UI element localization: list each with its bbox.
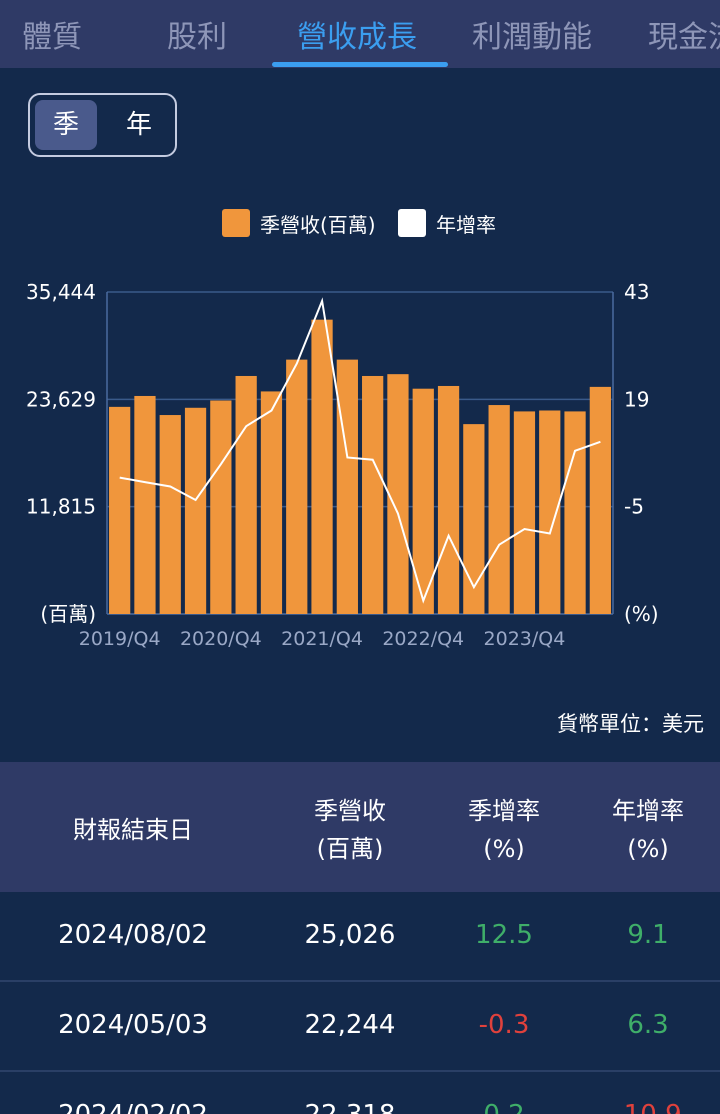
revenue-bar bbox=[362, 375, 384, 614]
right-tick-label: 43 bbox=[624, 280, 649, 304]
year-toggle-button[interactable]: 年 bbox=[125, 110, 152, 140]
right-axis-unit: (%) bbox=[624, 602, 659, 626]
revenue-bar bbox=[210, 400, 232, 614]
x-tick-label: 2021/Q4 bbox=[281, 628, 363, 650]
revenue-bar bbox=[564, 411, 586, 614]
legend-revenue-swatch bbox=[222, 209, 250, 237]
header-date: 財報結束日 bbox=[73, 816, 193, 844]
active-tab-indicator bbox=[272, 62, 448, 67]
tab-revenue-growth[interactable]: 營收成長 bbox=[297, 20, 417, 55]
revenue-bar bbox=[109, 406, 131, 614]
revenue-bar bbox=[159, 415, 181, 614]
header-qoq: 季增率 (%) bbox=[468, 797, 540, 863]
x-tick-label: 2019/Q4 bbox=[79, 628, 161, 650]
row-date: 2024/02/02 bbox=[38, 1100, 228, 1114]
revenue-bar bbox=[134, 395, 156, 614]
revenue-bar bbox=[235, 375, 257, 614]
right-tick-label: -5 bbox=[624, 495, 644, 519]
revenue-bar bbox=[336, 359, 358, 614]
revenue-bar bbox=[412, 388, 434, 614]
top-tab-bar: 體質 股利 營收成長 利潤動能 現金流 bbox=[0, 0, 720, 68]
left-axis-unit: (百萬) bbox=[40, 602, 96, 626]
header-yoy: 年增率 (%) bbox=[612, 797, 684, 863]
row-yoy: 9.1 bbox=[627, 920, 669, 950]
right-tick-label: 19 bbox=[624, 387, 649, 411]
table-row[interactable]: 2024/05/03 22,244 -0.3 6.3 bbox=[0, 982, 720, 1072]
row-yoy: -10.9 bbox=[584, 1100, 712, 1114]
legend-revenue: 季營收(百萬) bbox=[222, 208, 376, 238]
row-qoq: -0.3 bbox=[478, 1010, 530, 1040]
row-date: 2024/05/03 bbox=[58, 1010, 208, 1040]
revenue-bar bbox=[286, 359, 308, 614]
x-tick-label: 2020/Q4 bbox=[180, 628, 262, 650]
period-toggle: 季 年 bbox=[28, 93, 177, 157]
yoy-growth-line bbox=[119, 297, 601, 604]
revenue-bar bbox=[488, 405, 510, 614]
row-date: 2024/08/02 bbox=[58, 920, 208, 950]
tab-profit-momentum[interactable]: 利潤動能 bbox=[472, 20, 592, 55]
revenue-bar bbox=[260, 391, 283, 614]
row-yoy: 6.3 bbox=[627, 1010, 669, 1040]
legend-yoy-label: 年增率 bbox=[436, 212, 496, 237]
revenue-bar bbox=[513, 411, 536, 614]
revenue-bar bbox=[387, 374, 409, 614]
row-revenue: 22,318 bbox=[280, 1100, 420, 1114]
row-revenue: 22,244 bbox=[304, 1010, 396, 1040]
table-row[interactable]: 2024/02/02 22,318 0.2 -10.9 bbox=[0, 1072, 720, 1114]
row-revenue: 25,026 bbox=[304, 920, 396, 950]
tab-health[interactable]: 體質 bbox=[22, 20, 82, 55]
left-tick-label: 35,444 bbox=[26, 280, 96, 304]
revenue-chart: 35,444 23,629 11,815 (百萬) 43 19 -5 (%) 2019/Q4 20… bbox=[26, 280, 659, 650]
quarter-toggle-button[interactable]: 季 bbox=[35, 100, 97, 150]
legend-yoy-swatch bbox=[398, 209, 426, 237]
table-row[interactable]: 2024/08/02 25,026 12.5 9.1 bbox=[0, 892, 720, 982]
revenue-bar bbox=[437, 385, 460, 614]
revenue-bar bbox=[184, 407, 207, 614]
legend-yoy: 年增率 bbox=[398, 208, 496, 238]
header-revenue: 季營收 (百萬) bbox=[314, 797, 386, 863]
table-header: 財報結束日 季營收 (百萬) 季增率 (%) 年增率 (%) bbox=[0, 762, 720, 892]
tab-dividend[interactable]: 股利 bbox=[167, 20, 227, 55]
revenue-bar bbox=[311, 319, 333, 614]
x-tick-label: 2022/Q4 bbox=[382, 628, 464, 650]
left-tick-label: 11,815 bbox=[26, 495, 96, 519]
row-qoq: 12.5 bbox=[475, 920, 533, 950]
x-tick-label: 2023/Q4 bbox=[484, 628, 566, 650]
left-tick-label: 23,629 bbox=[26, 387, 96, 411]
tab-cash-flow[interactable]: 現金流 bbox=[648, 20, 720, 55]
row-qoq: 0.2 bbox=[440, 1100, 568, 1114]
revenue-bar bbox=[463, 424, 485, 614]
currency-note: 貨幣單位：美元 bbox=[557, 712, 704, 736]
legend-revenue-label: 季營收(百萬) bbox=[260, 212, 376, 237]
revenue-bar bbox=[589, 386, 611, 614]
revenue-bar bbox=[539, 410, 561, 614]
